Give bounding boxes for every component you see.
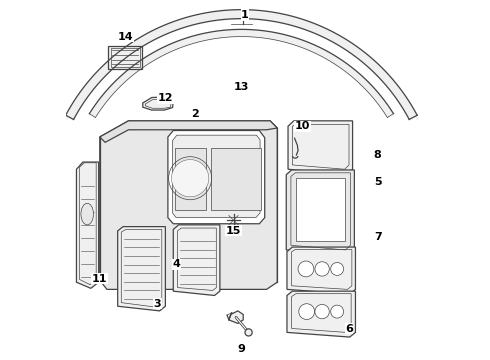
Text: 6: 6: [345, 324, 353, 334]
Polygon shape: [173, 225, 220, 296]
Polygon shape: [211, 148, 261, 211]
Text: 12: 12: [158, 93, 173, 103]
Polygon shape: [172, 135, 260, 218]
Circle shape: [299, 304, 315, 319]
Text: 13: 13: [234, 82, 249, 92]
Polygon shape: [66, 10, 417, 120]
Polygon shape: [100, 121, 277, 142]
Circle shape: [298, 261, 314, 277]
Text: 3: 3: [153, 299, 161, 309]
Polygon shape: [143, 97, 173, 110]
Polygon shape: [296, 178, 345, 241]
Polygon shape: [286, 170, 354, 255]
Text: 8: 8: [374, 150, 382, 160]
Text: 11: 11: [92, 274, 107, 284]
Circle shape: [331, 262, 343, 275]
Circle shape: [331, 305, 343, 318]
Text: 14: 14: [118, 32, 134, 41]
Text: 7: 7: [374, 232, 382, 242]
Text: 5: 5: [374, 177, 382, 187]
Polygon shape: [229, 311, 243, 323]
Text: 4: 4: [173, 259, 181, 269]
Ellipse shape: [81, 203, 94, 225]
Text: 15: 15: [226, 226, 241, 236]
Polygon shape: [288, 121, 353, 175]
Text: 2: 2: [191, 109, 198, 119]
Circle shape: [315, 305, 329, 319]
Polygon shape: [76, 162, 98, 288]
Text: 1: 1: [241, 10, 249, 20]
Polygon shape: [100, 121, 277, 289]
Polygon shape: [108, 45, 142, 69]
Circle shape: [245, 329, 252, 336]
Text: 9: 9: [238, 344, 245, 354]
Polygon shape: [287, 291, 355, 337]
Polygon shape: [89, 30, 393, 117]
Circle shape: [172, 159, 209, 197]
Circle shape: [315, 262, 329, 276]
Polygon shape: [168, 131, 265, 224]
Polygon shape: [287, 247, 355, 294]
Polygon shape: [175, 148, 205, 211]
Polygon shape: [118, 226, 166, 311]
Text: 10: 10: [294, 121, 310, 131]
